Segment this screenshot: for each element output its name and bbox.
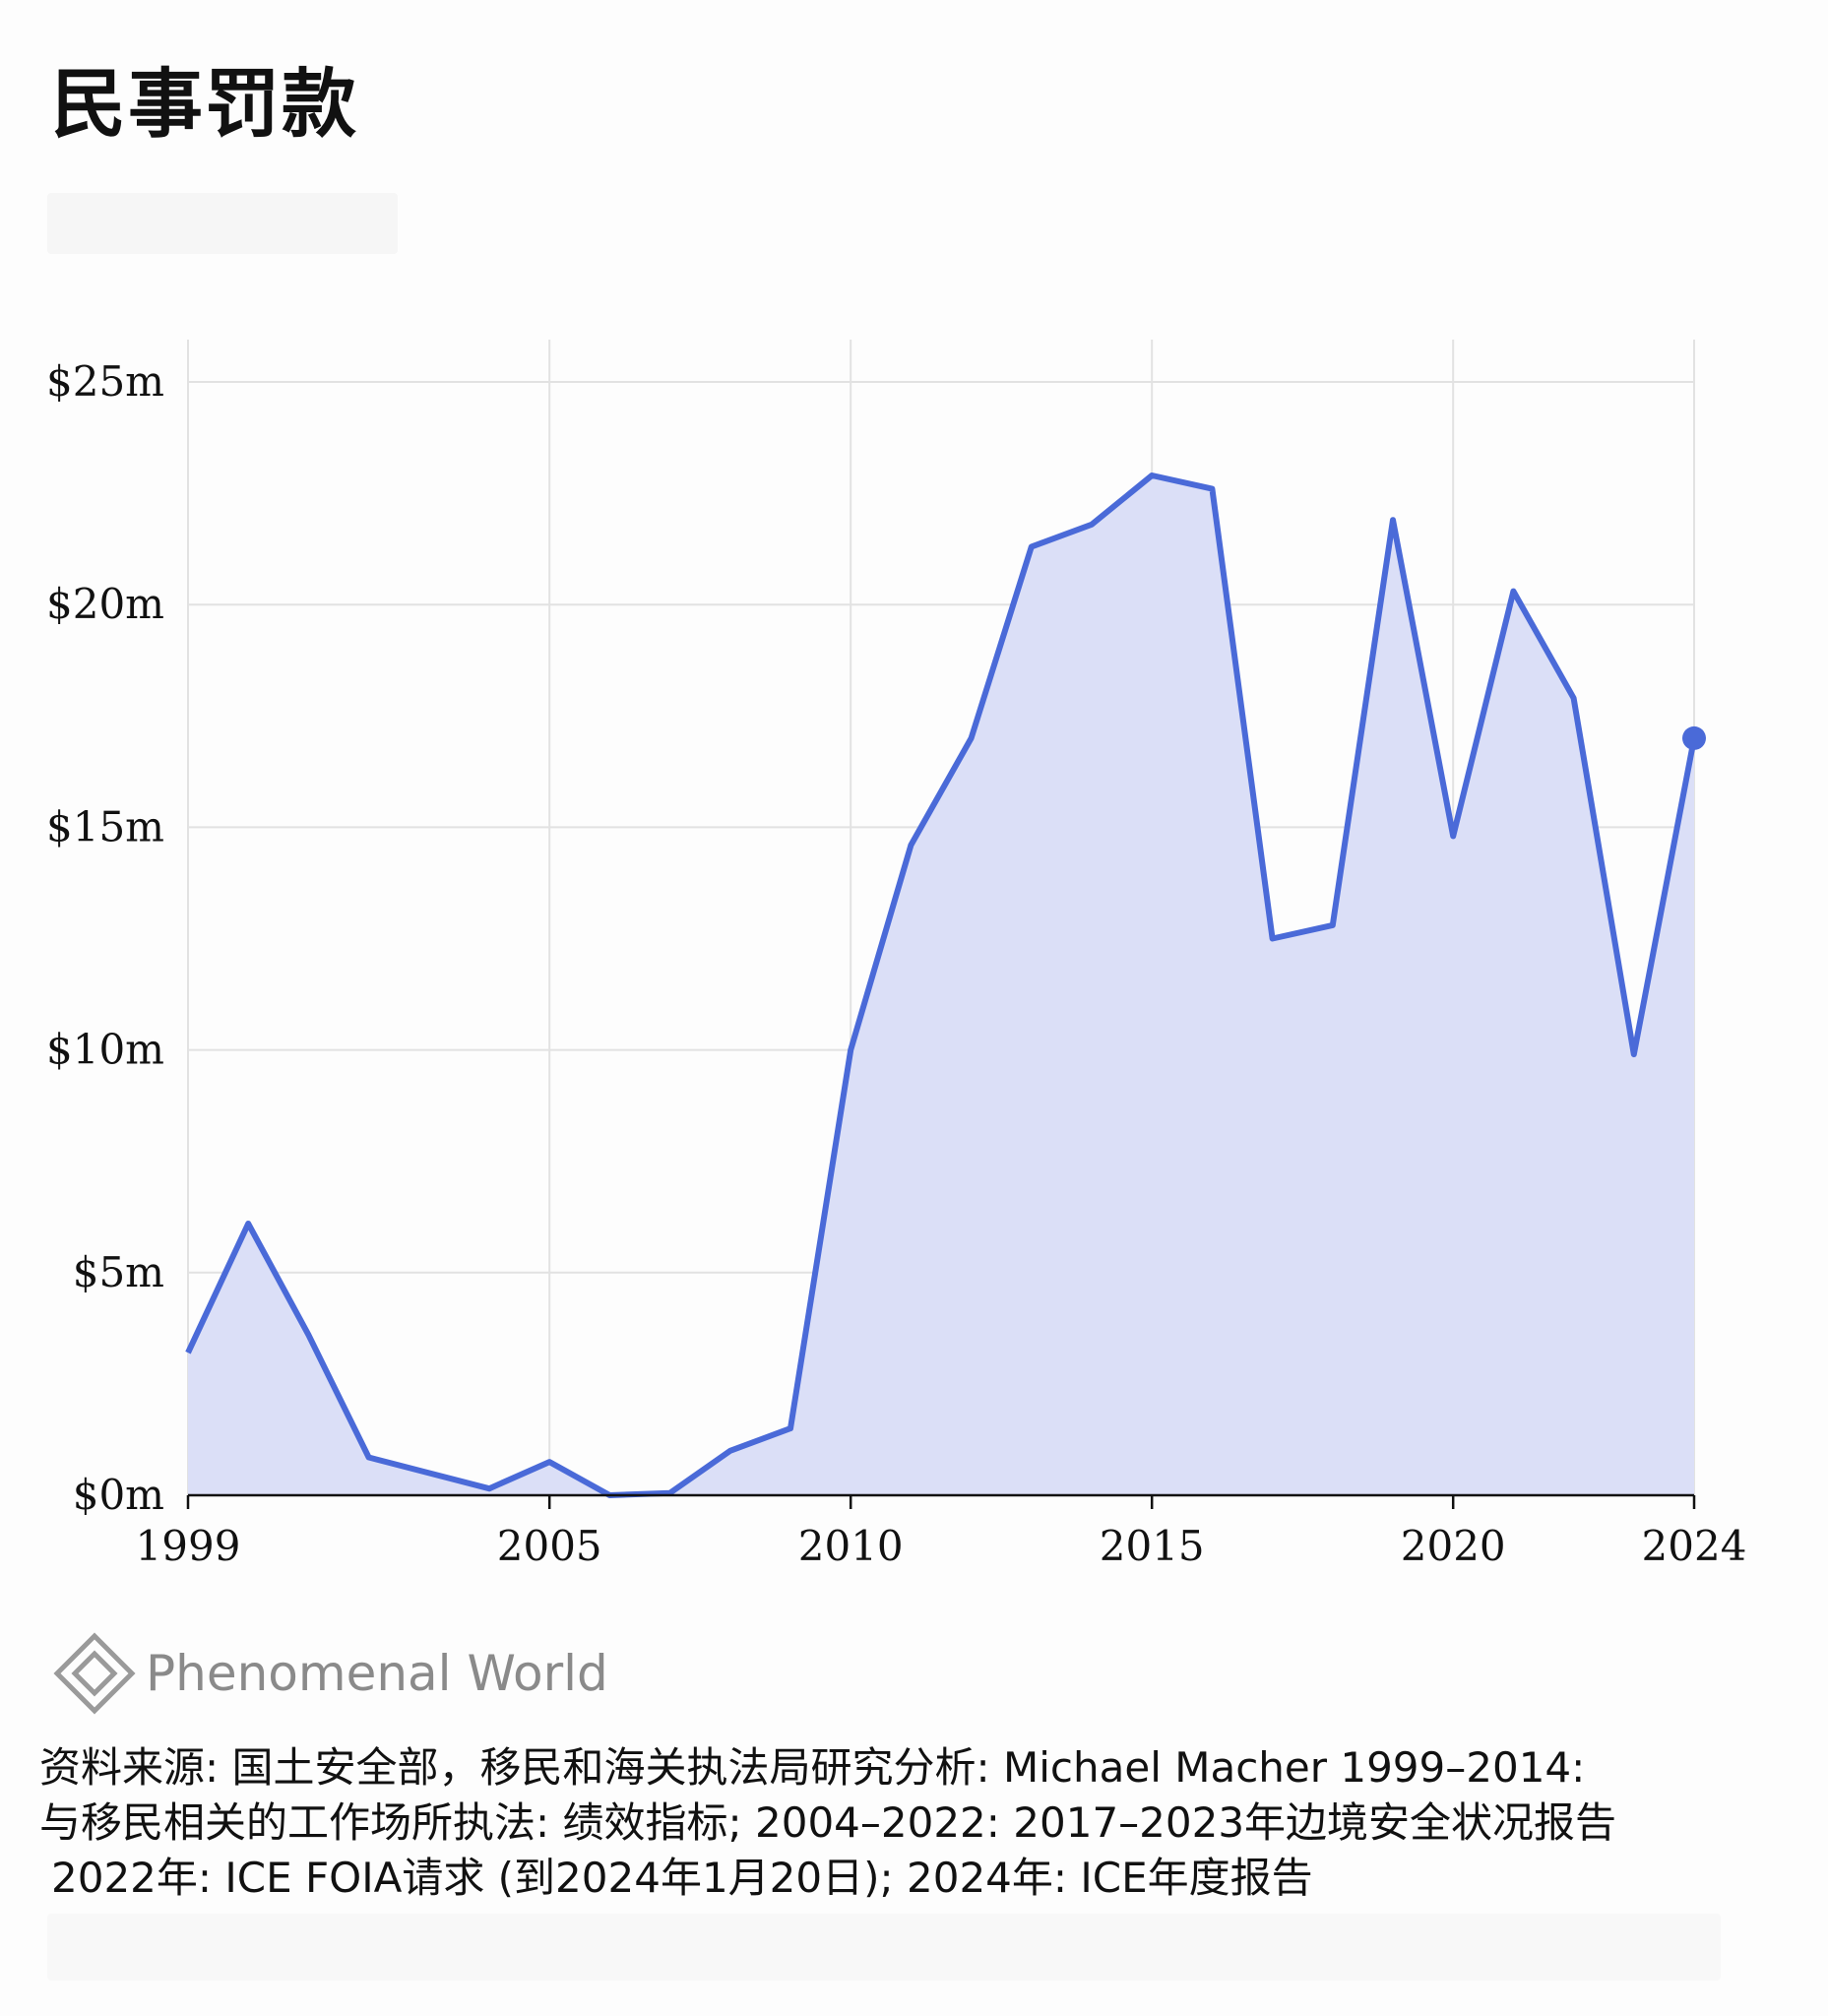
source-line-1: 资料来源: 国土安全部，移民和海关执法局研究分析: Michael Macher… bbox=[39, 1743, 1586, 1792]
source-line-3: 2022年: ICE FOIA请求 (到2024年1月20日); 2024年: … bbox=[51, 1854, 1313, 1902]
diamond-logo-icon bbox=[53, 1632, 136, 1715]
y-tick-label: $25m bbox=[46, 357, 164, 406]
series-line bbox=[185, 472, 1697, 1498]
x-tick-labels: 1999 2005 2010 2015 2020 2024 bbox=[136, 1522, 1747, 1570]
x-tick-label: 1999 bbox=[136, 1522, 241, 1570]
x-tick-label: 2005 bbox=[497, 1522, 602, 1570]
last-data-point bbox=[1682, 725, 1706, 750]
area-fill bbox=[188, 475, 1694, 1495]
y-tick-label: $10m bbox=[46, 1026, 164, 1074]
source-line-2: 与移民相关的工作场所执法: 绩效指标; 2004–2022: 2017–2023… bbox=[39, 1798, 1617, 1847]
area-chart: $0m $5m $10m $15m $20m $25m 1999 2005 2010 2015 2… bbox=[46, 340, 1747, 1570]
y-tick-label: $0m bbox=[73, 1471, 164, 1519]
y-tick-label: $15m bbox=[46, 802, 164, 850]
brand: Phenomenal World bbox=[53, 1632, 608, 1715]
source-note: 资料来源: 国土安全部，移民和海关执法局研究分析: Michael Macher… bbox=[39, 1740, 1772, 1906]
chart-title: 民事罚款 bbox=[51, 60, 358, 148]
blurred-footer bbox=[47, 1914, 1721, 1981]
x-tick-label: 2024 bbox=[1642, 1522, 1747, 1570]
y-tick-label: $5m bbox=[73, 1248, 164, 1296]
y-tick-labels: $0m $5m $10m $15m $20m $25m bbox=[46, 357, 164, 1519]
data-points bbox=[1682, 725, 1706, 750]
x-axis bbox=[186, 1493, 1696, 1509]
blurred-subtitle bbox=[47, 193, 398, 254]
y-tick-label: $20m bbox=[46, 580, 164, 628]
x-tick-label: 2020 bbox=[1401, 1522, 1506, 1570]
x-tick-label: 2010 bbox=[798, 1522, 904, 1570]
brand-name: Phenomenal World bbox=[146, 1645, 608, 1702]
x-tick-label: 2015 bbox=[1100, 1522, 1205, 1570]
